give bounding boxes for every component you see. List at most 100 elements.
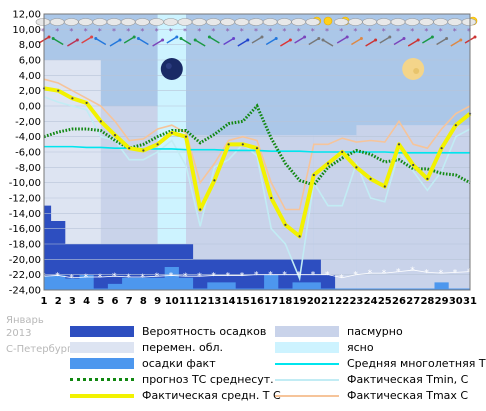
actual_avg-point (426, 177, 429, 180)
legend-swatch-actual_avg (70, 393, 134, 398)
snow-icon: * (311, 27, 315, 36)
precip-mark-point: * (311, 271, 316, 281)
caption-year: 2013 (6, 328, 32, 339)
actual_avg-point (326, 162, 330, 165)
x-tick-label: 29 (435, 296, 449, 307)
snow-icon: * (69, 27, 73, 36)
actual_avg-point (440, 147, 443, 150)
actual_avg-point (113, 134, 117, 137)
y-tick-label: -18,00 (9, 240, 41, 251)
snow-icon: * (169, 27, 173, 36)
precip-mark-point: * (282, 271, 287, 281)
snow-icon: * (41, 27, 45, 36)
actual_avg-point (85, 101, 88, 105)
actual_avg-point (156, 143, 159, 146)
snow-icon: * (254, 27, 258, 36)
wind-arrow-head-icon (445, 37, 449, 40)
legend-label: Вероятность осадков (142, 325, 267, 338)
actual_avg-point (369, 177, 372, 180)
wind-arrow-head-icon (321, 38, 325, 42)
wind-arrow-head-icon (90, 35, 94, 39)
y-tick-label: 0,00 (19, 102, 41, 113)
cloud-icon (135, 18, 150, 26)
cloud-icon (447, 18, 463, 26)
snow-icon: * (183, 27, 187, 36)
cloud-icon (191, 18, 207, 26)
cloud-icon (348, 18, 363, 26)
wind-arrow-head-icon (402, 37, 406, 40)
y-tick-label: 12,00 (12, 10, 41, 21)
forecast_avg-line (43, 103, 471, 187)
precip-mark-point: * (453, 268, 458, 278)
cloud-icon (390, 18, 406, 26)
legend-swatch-clear (275, 342, 339, 353)
wind-arrow-icon (422, 36, 433, 44)
precip-mark-point: * (197, 272, 202, 282)
precip-mark-point: * (424, 268, 429, 278)
x-tick-label: 15 (236, 296, 250, 307)
wind-arrow-head-icon (47, 35, 51, 39)
snow-icon: * (197, 27, 201, 36)
cloud-icon (404, 18, 420, 26)
actual_avg-point (227, 143, 230, 146)
snow-icon: * (240, 27, 244, 36)
weather-chart: * * * * * * * * * * * * * * * * * * * * * * * * * * * * * * * * * * * * * * *… (9, 10, 478, 307)
wind-arrow-icon (436, 37, 447, 46)
precip-mark-point: * (69, 274, 74, 284)
y-tick-label: 6,00 (19, 56, 41, 67)
snow-icon: * (424, 27, 428, 36)
legend-item-partly_cloudy: перемен. обл. (70, 340, 223, 355)
wind-arrow-head-icon (303, 35, 307, 39)
cloud-icon (92, 18, 108, 26)
weather-icons: * * * * * * * * * * * * * * * * * * * * * * * * * * * * * * * (35, 16, 478, 47)
cloud-icon (163, 18, 179, 26)
x-tick-label: 2 (55, 296, 62, 307)
cloud-icon (362, 18, 377, 26)
x-tick-label: 1 (41, 296, 48, 307)
wind-arrow-icon (81, 36, 92, 44)
actual_avg-point (199, 208, 202, 211)
legend-item-actual_avg: Фактическая средн. Т С (70, 388, 281, 403)
cloud-icon (248, 18, 264, 26)
legend-swatch-partly_cloudy (70, 342, 134, 353)
x-tick-label: 16 (250, 296, 264, 307)
x-tick-label: 23 (349, 296, 363, 307)
wind-arrow-head-icon (473, 35, 477, 39)
wind-arrow-head-icon (288, 38, 292, 42)
legend: Вероятность осадков пасмурно перемен. обл.… (70, 324, 486, 408)
precip_probability-area (44, 205, 470, 290)
snow-icon: * (467, 27, 471, 36)
cloud-icon (220, 18, 235, 26)
snow-icon: * (155, 27, 159, 36)
snow-icon: * (396, 27, 400, 36)
snow-icon: * (453, 27, 457, 36)
actual_avg-point (71, 97, 74, 100)
wind-arrow-icon (280, 39, 291, 47)
precip-mark-point: * (339, 274, 344, 284)
legend-swatch-precip_probability (70, 326, 134, 337)
legend-label: осадки факт (142, 357, 216, 370)
wind-arrow-head-icon (136, 37, 140, 40)
y-tick-label: -4,00 (15, 132, 41, 143)
wind-arrow-head-icon (359, 37, 363, 40)
precip-mark-point: * (439, 269, 444, 279)
wind-arrow-icon (308, 37, 320, 46)
actual_avg-point (128, 147, 131, 150)
y-tick-label: -10,00 (9, 178, 41, 189)
x-tick-label: 3 (69, 296, 76, 307)
wind-arrow-icon (365, 39, 376, 47)
precip-mark-point: * (297, 271, 302, 281)
precip-mark-point: * (211, 271, 216, 281)
snow-icon: * (112, 27, 116, 36)
wind-arrow-icon (138, 37, 149, 46)
snow-icon: * (98, 27, 102, 36)
actual_avg-point (99, 120, 102, 123)
snow-icon: * (368, 27, 372, 36)
wind-arrow-icon (194, 39, 206, 47)
wind-arrow-head-icon (317, 37, 321, 40)
x-tick-label: 22 (335, 296, 349, 307)
actual_avg-point (284, 223, 287, 226)
legend-item-tmin: Фактическая Tmin, C (275, 372, 468, 387)
legend-label: прогноз ТС среднесут. (142, 373, 274, 386)
wind-arrow-icon (322, 39, 334, 47)
